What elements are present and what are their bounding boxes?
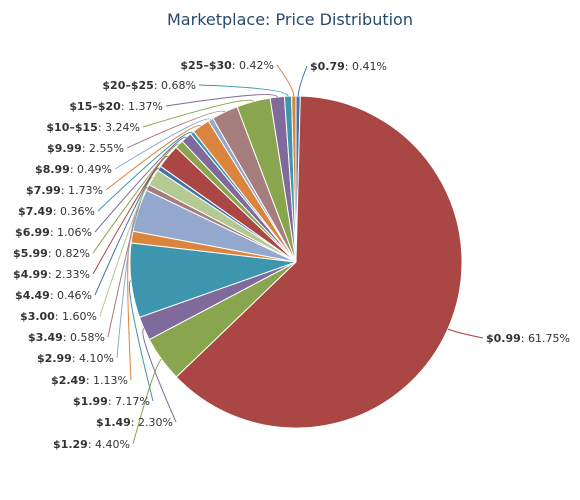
slice-label: $1.29: 4.40% [53,438,130,451]
pie-slice[interactable] [175,95,463,429]
slice-label-name: $1.49 [96,416,131,429]
slice-label-value: : 1.73% [61,184,103,197]
slice-label: $1.49: 2.30% [96,416,173,429]
slice-label: $3.49: 0.58% [28,331,105,344]
slice-label: $7.49: 0.36% [18,205,95,218]
slice-label-value: : 0.58% [63,331,105,344]
slice-connector [128,280,154,402]
slice-label: $0.99: 61.75% [486,332,570,345]
slice-label-name: $5.99 [13,247,48,260]
slice-label-name: $0.99 [486,332,521,345]
slice-label: $25–$30: 0.42% [180,59,274,72]
slice-label: $10–$15: 3.24% [46,121,140,134]
slice-label: $1.99: 7.17% [73,395,150,408]
slice-label-name: $2.49 [51,374,86,387]
pie-slice[interactable] [291,95,297,263]
slice-label-name: $3.49 [28,331,63,344]
slice-connector [165,94,278,107]
slice-label-name: $6.99 [15,226,50,239]
pie-labels: $0.79: 0.41%$0.99: 61.75%$1.29: 4.40%$1.… [13,59,570,451]
slice-connector [447,328,484,339]
slice-connector [276,64,295,97]
slice-label: $7.99: 1.73% [26,184,103,197]
slice-label: $6.99: 1.06% [15,226,92,239]
slice-label: $2.99: 4.10% [37,352,114,365]
slice-label-value: : 61.75% [521,332,570,345]
slice-label: $9.99: 2.55% [47,142,124,155]
slice-label-value: : 2.30% [131,416,173,429]
slice-connector [142,328,177,423]
slice-label-value: : 0.46% [50,289,92,302]
pie-slices [129,95,463,429]
slice-label-name: $7.49 [18,205,53,218]
slice-connector [99,176,154,317]
chart-title: Marketplace: Price Distribution [167,10,413,29]
slice-label-name: $4.49 [15,289,50,302]
slice-connector [142,99,254,128]
slice-label: $2.49: 1.13% [51,374,128,387]
slice-label-value: : 0.68% [154,79,196,92]
slice-connector [297,65,308,97]
slice-label-value: : 4.10% [72,352,114,365]
slice-label-value: : 4.40% [88,438,130,451]
slice-label-name: $10–$15 [46,121,97,134]
slice-label-value: : 2.55% [82,142,124,155]
slice-connector [114,118,212,170]
slice-label-value: : 0.42% [232,59,274,72]
slice-label-value: : 0.41% [345,60,387,73]
slice-label-value: : 1.60% [55,310,97,323]
slice-label: $8.99: 0.49% [35,163,112,176]
pie-connectors [92,64,484,445]
slice-connector [94,136,187,233]
slice-connector [94,167,160,296]
slice-label-value: : 0.36% [53,205,95,218]
slice-label: $4.49: 0.46% [15,289,92,302]
slice-label-name: $25–$30 [180,59,232,72]
slice-label-value: : 1.06% [50,226,92,239]
slice-connector [97,131,193,212]
slice-label-name: $9.99 [47,142,82,155]
slice-label: $3.00: 1.60% [20,310,97,323]
slice-label: $15–$20: 1.37% [69,100,163,113]
slice-label-name: $2.99 [37,352,72,365]
slice-label-name: $0.79 [310,60,345,73]
slice-connector [132,358,162,445]
slice-label-name: $1.99 [73,395,108,408]
slice-connector [92,155,169,275]
slice-label-name: $15–$20 [69,100,121,113]
slice-label-value: : 1.37% [121,100,163,113]
slice-connector [126,110,226,149]
slice-label-value: : 3.24% [98,121,140,134]
slice-connector [92,143,180,254]
slice-label: $20–$25: 0.68% [102,79,196,92]
slice-label-name: $4.99 [13,268,48,281]
slice-label-name: $1.29 [53,438,88,451]
slice-label-name: $20–$25 [102,79,153,92]
slice-label-name: $3.00 [20,310,55,323]
slice-label: $0.79: 0.41% [310,60,387,73]
slice-label-value: : 7.17% [108,395,150,408]
slice-label: $5.99: 0.82% [13,247,90,260]
slice-connector [198,84,289,97]
slice-connector [116,209,139,359]
slice-label-value: : 1.13% [86,374,128,387]
slice-label-name: $8.99 [35,163,70,176]
slice-label-value: : 0.82% [48,247,90,260]
slice-label-name: $7.99 [26,184,61,197]
slice-label: $4.99: 2.33% [13,268,90,281]
slice-label-value: : 2.33% [48,268,90,281]
slice-connector [105,124,202,191]
slice-label-value: : 0.49% [70,163,112,176]
